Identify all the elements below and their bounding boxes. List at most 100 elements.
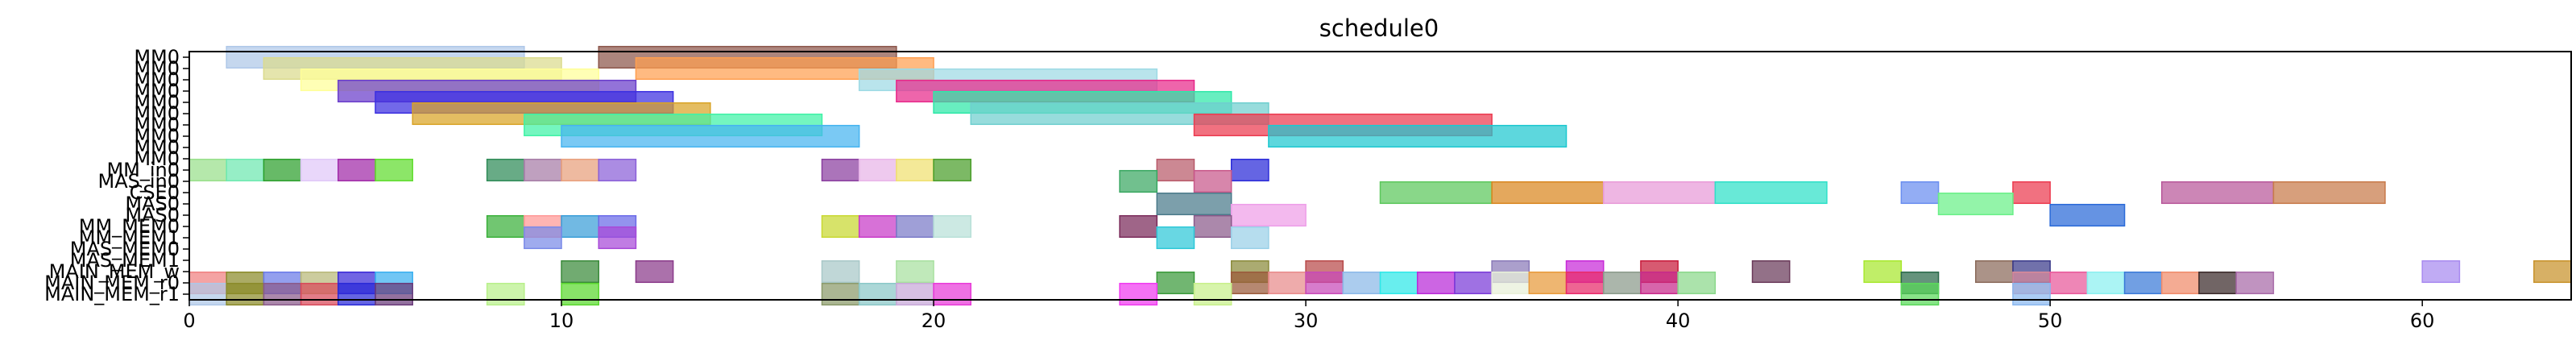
task-bar — [821, 260, 860, 284]
task-bar — [1863, 260, 1903, 284]
task-bar — [561, 158, 599, 182]
y-tick-label: MM0 — [134, 147, 180, 170]
task-bar — [1156, 158, 1195, 182]
task-bar — [1975, 260, 2014, 284]
task-bar — [2086, 271, 2126, 295]
task-bar — [1900, 282, 1940, 306]
task-bar — [821, 214, 860, 239]
task-bar — [2012, 181, 2051, 205]
x-tick-label: 20 — [921, 309, 946, 332]
task-bar — [226, 282, 265, 306]
y-tick-label: MM_MEM1 — [79, 226, 180, 249]
task-bar — [1230, 271, 1269, 295]
task-bar — [896, 282, 934, 306]
task-bar — [1602, 181, 1717, 205]
task-bar — [486, 214, 525, 239]
chart-title: schedule0 — [1319, 15, 1439, 42]
y-tick-label: MM0 — [134, 57, 180, 80]
y-tick-label: MM0 — [134, 46, 180, 69]
x-tick-label: 50 — [2038, 309, 2063, 332]
y-tick-label: MM0 — [134, 125, 180, 147]
task-bar — [2272, 181, 2386, 205]
task-bar — [598, 226, 637, 250]
y-tick-label: MAS0 — [125, 193, 180, 215]
bars-group — [188, 45, 2572, 306]
task-bar — [1119, 282, 1158, 306]
task-bar — [263, 158, 302, 182]
y-tick-label: MM0 — [134, 69, 180, 91]
task-bar — [2235, 271, 2275, 295]
task-bar — [561, 214, 599, 239]
task-bar — [338, 158, 376, 182]
task-bar — [2049, 271, 2089, 295]
task-bar — [2198, 271, 2237, 295]
y-tick-label: MM0 — [134, 80, 180, 102]
y-tick-label: MAS0 — [125, 204, 180, 226]
task-bar — [1193, 282, 1232, 306]
task-bar — [1230, 203, 1307, 227]
y-tick-label: MAIN_MEM_r0 — [44, 272, 180, 294]
task-bar — [858, 282, 897, 306]
plot-frame — [188, 51, 2572, 301]
x-tick-label: 30 — [1294, 309, 1319, 332]
task-bar — [486, 282, 525, 306]
task-bar — [188, 282, 227, 306]
task-bar — [375, 158, 413, 182]
task-bar — [1156, 192, 1232, 216]
task-bar — [1379, 181, 1493, 205]
task-bar — [598, 158, 637, 182]
task-bar — [226, 158, 265, 182]
y-tick-label: CSE0 — [130, 181, 180, 204]
task-bar — [1751, 260, 1791, 284]
task-bar — [1156, 271, 1195, 295]
y-tick-label: MM_in0 — [106, 159, 180, 181]
task-bar — [1491, 271, 1530, 295]
task-bar — [524, 226, 562, 250]
task-bar — [821, 282, 860, 306]
task-bar — [635, 260, 674, 284]
task-bar — [896, 214, 934, 239]
task-bar — [2012, 282, 2051, 306]
x-tick-label: 0 — [183, 309, 195, 332]
task-bar — [1937, 192, 2014, 216]
task-bar — [2049, 203, 2126, 227]
task-bar — [1305, 271, 1344, 295]
task-bar — [263, 282, 302, 306]
y-tick-label: MM0 — [134, 102, 180, 125]
task-bar — [1342, 271, 1381, 295]
task-bar — [300, 282, 339, 306]
task-bar — [821, 158, 860, 182]
task-bar — [2161, 271, 2200, 295]
y-tick-label: MM0 — [134, 136, 180, 159]
y-axis: MM0MM0MM0MM0MM0MM0MM0MM0MM0MM0MM_in0MAS_… — [44, 46, 189, 305]
task-bar — [896, 158, 934, 182]
y-tick-label: MM_MEM0 — [79, 215, 180, 238]
task-bar — [300, 158, 339, 182]
x-tick-label: 10 — [549, 309, 574, 332]
task-bar — [1491, 181, 1605, 205]
task-bar — [1379, 271, 1418, 295]
y-tick-label: MM0 — [134, 91, 180, 114]
task-bar — [561, 260, 599, 284]
task-bar — [1416, 271, 1456, 295]
task-bar — [1640, 271, 1679, 295]
y-tick-label: MAS_MEM0 — [70, 238, 180, 260]
task-bar — [1565, 271, 1605, 295]
task-bar — [858, 214, 897, 239]
y-tick-label: MAIN_MEM_w — [49, 260, 180, 283]
task-bar — [2123, 271, 2163, 295]
task-bar — [858, 158, 897, 182]
task-bar — [338, 282, 376, 306]
x-tick-label: 60 — [2410, 309, 2435, 332]
task-bar — [375, 282, 413, 306]
task-bar — [1193, 214, 1232, 239]
task-bar — [561, 124, 860, 148]
task-bar — [1230, 226, 1269, 250]
task-bar — [561, 282, 599, 306]
task-bar — [933, 158, 972, 182]
task-bar — [1193, 169, 1232, 193]
task-bar — [933, 282, 972, 306]
y-tick-label: MAS_MEM1 — [70, 249, 180, 272]
task-bar — [2533, 260, 2572, 284]
task-bar — [1454, 271, 1493, 295]
